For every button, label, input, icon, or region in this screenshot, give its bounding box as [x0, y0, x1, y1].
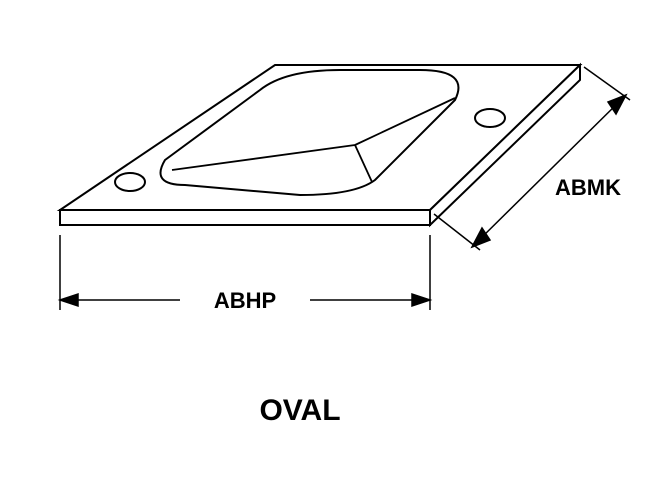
dim-abmk-label: ABMK [555, 175, 621, 200]
plate-front-face [60, 210, 430, 225]
hole-right [475, 109, 505, 127]
hole-left [115, 173, 145, 191]
diagram-title: OVAL [259, 394, 340, 427]
dim-abhp-label: ABHP [214, 288, 276, 313]
